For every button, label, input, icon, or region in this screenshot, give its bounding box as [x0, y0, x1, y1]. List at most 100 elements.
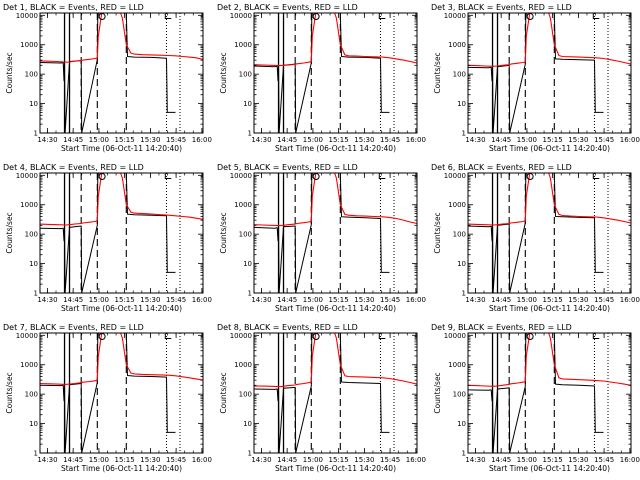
x-axis: 14:30 14:45 15:00 15:15 15:30 15:45 16:00	[251, 333, 426, 464]
x-tick-label: 15:15	[543, 136, 563, 144]
y-axis: 1 10 100 1000 10000	[444, 172, 631, 298]
panel-8: 1 10 100 1000 10000 Counts/sec 14:30 14:45 15:00…	[217, 323, 426, 473]
x-tick-label: 16:00	[620, 296, 640, 304]
series-lld-line	[40, 13, 203, 63]
x-axis-title: Start Time (06-Oct-11 14:20:40)	[489, 464, 610, 473]
series-events-line	[40, 333, 176, 453]
x-tick-label: 15:15	[115, 296, 135, 304]
x-tick-label: 15:00	[303, 296, 323, 304]
y-tick-label: 10	[457, 420, 466, 428]
x-tick-label: 15:45	[594, 456, 614, 464]
series-lld-line	[254, 333, 417, 388]
y-tick-label: 1000	[234, 201, 252, 209]
y-tick-label: 1000	[448, 41, 466, 49]
y-tick-label: 1	[248, 130, 252, 138]
axes-frame	[253, 172, 418, 294]
x-tick-label: 15:00	[89, 136, 109, 144]
axes-frame	[467, 332, 632, 454]
y-tick-label: 1	[248, 290, 252, 298]
axes-frame	[467, 172, 632, 294]
panel-title: Det 9, BLACK = Events, RED = LLD	[431, 323, 572, 332]
y-axis-title: Counts/sec	[433, 52, 442, 93]
x-tick-label: 15:15	[329, 296, 349, 304]
plot-area	[468, 13, 631, 133]
x-tick-label: 15:00	[89, 296, 109, 304]
series-events-line	[468, 173, 604, 293]
axes-frame	[467, 12, 632, 134]
y-axis-title: Counts/sec	[5, 212, 14, 253]
plot-area	[468, 333, 631, 453]
x-tick-label: 15:15	[115, 136, 135, 144]
y-axis: 1 10 100 1000 10000	[16, 172, 203, 298]
y-tick-label: 10000	[230, 332, 252, 340]
x-tick-label: 16:00	[192, 456, 212, 464]
x-tick-label: 14:30	[465, 296, 485, 304]
x-tick-label: 14:30	[251, 296, 271, 304]
x-tick-label: 16:00	[406, 296, 426, 304]
series-lld-line	[468, 173, 631, 226]
x-tick-label: 15:45	[380, 296, 400, 304]
x-tick-label: 16:00	[192, 136, 212, 144]
x-tick-label: 15:30	[140, 296, 160, 304]
y-tick-label: 1	[462, 130, 466, 138]
x-tick-label: 14:30	[465, 456, 485, 464]
x-axis: 14:30 14:45 15:00 15:15 15:30 15:45 16:00	[465, 13, 640, 144]
x-tick-label: 15:30	[568, 456, 588, 464]
x-tick-label: 15:00	[89, 456, 109, 464]
axes-frame	[39, 12, 204, 134]
y-tick-label: 1000	[20, 201, 38, 209]
x-axis-title: Start Time (06-Oct-11 14:20:40)	[61, 304, 182, 313]
bracket-marker	[164, 12, 172, 20]
y-tick-label: 1000	[448, 361, 466, 369]
x-tick-label: 15:30	[568, 136, 588, 144]
axes-frame	[39, 332, 204, 454]
x-axis-title: Start Time (06-Oct-11 14:20:40)	[275, 304, 396, 313]
x-tick-label: 14:30	[37, 136, 57, 144]
series-lld-line	[468, 13, 631, 67]
bracket-marker	[378, 12, 386, 20]
x-tick-label: 14:45	[491, 296, 511, 304]
series-events-line	[254, 13, 390, 133]
x-tick-label: 14:45	[277, 456, 297, 464]
bracket-marker	[164, 172, 172, 180]
x-tick-label: 15:00	[517, 456, 537, 464]
x-axis-title: Start Time (06-Oct-11 14:20:40)	[275, 144, 396, 153]
y-tick-label: 1000	[20, 41, 38, 49]
bracket-marker	[592, 172, 600, 180]
x-axis: 14:30 14:45 15:00 15:15 15:30 15:45 16:00	[465, 173, 640, 304]
x-tick-label: 14:45	[63, 456, 83, 464]
y-axis: 1 10 100 1000 10000	[16, 12, 203, 138]
x-axis-title: Start Time (06-Oct-11 14:20:40)	[489, 144, 610, 153]
y-axis-title: Counts/sec	[433, 372, 442, 413]
axes-frame	[39, 172, 204, 294]
x-tick-label: 16:00	[406, 456, 426, 464]
y-axis-title: Counts/sec	[219, 212, 228, 253]
y-axis: 1 10 100 1000 10000	[444, 12, 631, 138]
bracket-marker	[378, 332, 386, 340]
x-tick-label: 15:30	[140, 136, 160, 144]
panel-9: 1 10 100 1000 10000 Counts/sec 14:30 14:45 15:00…	[431, 323, 640, 473]
axes-frame	[253, 332, 418, 454]
series-events-line	[468, 333, 604, 453]
x-tick-label: 15:30	[354, 136, 374, 144]
x-tick-label: 15:15	[329, 136, 349, 144]
series-lld-line	[254, 173, 417, 227]
series-events-line	[468, 13, 604, 133]
y-tick-label: 10000	[444, 172, 466, 180]
y-tick-label: 1	[34, 290, 38, 298]
y-axis: 1 10 100 1000 10000	[230, 172, 417, 298]
bracket-marker	[592, 12, 600, 20]
x-tick-label: 14:45	[63, 296, 83, 304]
y-axis: 1 10 100 1000 10000	[230, 332, 417, 458]
x-axis: 14:30 14:45 15:00 15:15 15:30 15:45 16:00	[465, 333, 640, 464]
x-tick-label: 16:00	[620, 136, 640, 144]
x-tick-label: 15:30	[140, 456, 160, 464]
x-tick-label: 16:00	[620, 456, 640, 464]
y-axis-title: Counts/sec	[219, 52, 228, 93]
bracket-marker	[164, 332, 172, 340]
y-tick-label: 10000	[444, 332, 466, 340]
x-axis: 14:30 14:45 15:00 15:15 15:30 15:45 16:00	[251, 173, 426, 304]
panel-1: 1 10 100 1000 10000 Counts/sec 14:30 14:45 15:00…	[3, 3, 212, 153]
x-tick-label: 14:45	[277, 136, 297, 144]
